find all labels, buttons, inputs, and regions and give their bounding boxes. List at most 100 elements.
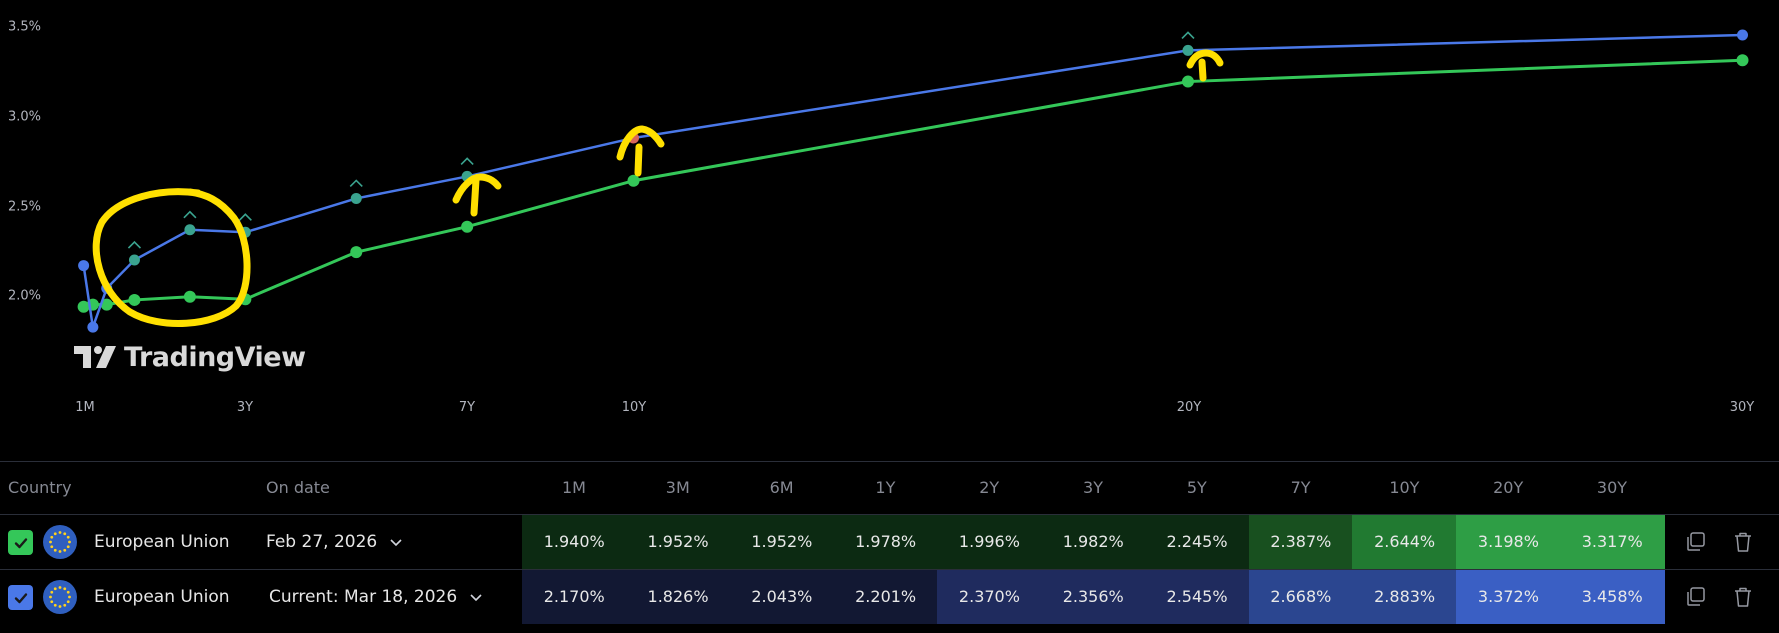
annotation-arrow-10y	[616, 125, 665, 177]
yield-cell: 1.978%	[833, 515, 938, 569]
y-tick-label: 3.5%	[8, 19, 42, 35]
header-tenor[interactable]: 3M	[665, 478, 690, 497]
yield-cell: 3.372%	[1456, 570, 1561, 624]
yield-cell: 2.043%	[729, 570, 835, 624]
up-caret-icon	[1181, 31, 1195, 39]
divider	[0, 514, 1779, 515]
up-caret-icon	[460, 157, 474, 165]
copy-icon[interactable]	[1684, 585, 1708, 609]
header-tenor[interactable]: 20Y	[1493, 478, 1524, 497]
data-point[interactable]	[627, 174, 640, 187]
annotation-circle	[92, 188, 251, 327]
table-row: European Union Current: Mar 18, 2026 2.1…	[0, 570, 1779, 624]
data-point[interactable]	[183, 290, 196, 303]
yield-cell: 1.940%	[522, 515, 627, 569]
header-tenor[interactable]: 30Y	[1596, 478, 1628, 497]
checkmark-icon	[14, 592, 27, 603]
data-point[interactable]	[78, 260, 90, 272]
data-point[interactable]	[87, 321, 99, 333]
divider	[0, 569, 1779, 570]
data-point[interactable]	[184, 224, 196, 236]
header-tenor[interactable]: 1Y	[875, 478, 896, 497]
country-name: European Union	[94, 532, 230, 552]
yield-cell: 2.245%	[1144, 515, 1250, 569]
row-visibility-checkbox[interactable]	[8, 585, 33, 610]
yield-cell: 2.387%	[1248, 515, 1354, 569]
country-name: European Union	[94, 587, 230, 607]
up-caret-icon	[238, 213, 252, 221]
yield-cell: 2.644%	[1352, 515, 1457, 569]
data-point[interactable]	[1182, 44, 1194, 56]
yield-cell: 2.370%	[937, 570, 1042, 624]
header-tenor[interactable]: 1M	[562, 478, 586, 497]
x-tick-label: 30Y	[1729, 400, 1755, 415]
yield-cell: 3.458%	[1560, 570, 1665, 624]
y-tick-label: 2.0%	[8, 288, 42, 304]
yield-cell: 2.668%	[1248, 570, 1354, 624]
yield-cell: 2.201%	[833, 570, 938, 624]
yield-curve-chart[interactable]	[0, 0, 1779, 460]
yield-cell: 1.982%	[1041, 515, 1146, 569]
trash-icon[interactable]	[1731, 530, 1755, 554]
data-point[interactable]	[1182, 75, 1194, 88]
table-row: European Union Feb 27, 2026 1.940% 1.952%…	[0, 515, 1779, 569]
header-tenor[interactable]: 6M	[769, 478, 794, 497]
yield-cell: 1.952%	[729, 515, 835, 569]
eu-flag-icon	[43, 580, 77, 614]
header-tenor[interactable]: 7Y	[1290, 478, 1311, 497]
eu-flag-icon	[43, 525, 77, 559]
x-tick-label: 10Y	[621, 400, 647, 415]
chevron-down-icon	[470, 594, 482, 602]
yield-cell: 3.317%	[1560, 515, 1665, 569]
data-point[interactable]	[77, 300, 90, 313]
x-tick-label: 20Y	[1176, 400, 1202, 415]
divider	[0, 461, 1779, 462]
data-point[interactable]	[1737, 29, 1748, 41]
tradingview-wordmark: TradingView	[124, 341, 306, 373]
up-caret-icon	[183, 210, 197, 219]
header-tenor[interactable]: 2Y	[979, 478, 1000, 497]
row-visibility-checkbox[interactable]	[8, 530, 33, 555]
date-value: Feb 27, 2026	[266, 532, 378, 552]
data-point[interactable]	[100, 298, 113, 311]
x-tick-label: 7Y	[458, 400, 476, 415]
checkmark-icon	[14, 537, 27, 548]
yield-cell: 1.826%	[625, 570, 731, 624]
date-selector[interactable]: Current: Mar 18, 2026	[269, 570, 483, 624]
yield-cell: 2.356%	[1041, 570, 1146, 624]
annotation-arrow-20y	[1186, 49, 1224, 82]
yellow-annotations	[92, 49, 1224, 327]
yield-cell: 2.170%	[522, 570, 627, 624]
data-point[interactable]	[1736, 54, 1749, 67]
header-tenor[interactable]: 10Y	[1389, 478, 1420, 497]
data-point[interactable]	[350, 192, 362, 204]
header-on-date: On date	[266, 478, 330, 497]
x-tick-label: 3Y	[236, 400, 254, 415]
yield-cell: 3.198%	[1456, 515, 1561, 569]
x-tick-label: 1M	[75, 400, 95, 415]
up-caret-icon	[127, 240, 142, 249]
header-country: Country	[8, 478, 72, 497]
tradingview-logo-icon	[74, 346, 116, 368]
data-point[interactable]	[350, 246, 363, 259]
date-value: Current: Mar 18, 2026	[269, 587, 458, 607]
series-current-line	[78, 29, 1748, 333]
tradingview-logo[interactable]: TradingView	[74, 341, 306, 373]
header-tenor[interactable]: 3Y	[1083, 478, 1103, 497]
data-point[interactable]	[128, 254, 140, 266]
data-point[interactable]	[128, 293, 141, 306]
yield-cell: 1.952%	[625, 515, 731, 569]
y-tick-label: 2.5%	[8, 199, 42, 215]
yield-cell: 2.883%	[1352, 570, 1457, 624]
y-tick-label: 3.0%	[8, 109, 42, 125]
header-tenor[interactable]: 5Y	[1186, 478, 1207, 497]
trash-icon[interactable]	[1731, 585, 1755, 609]
yield-cell: 2.545%	[1144, 570, 1250, 624]
chevron-down-icon	[390, 539, 402, 547]
data-point[interactable]	[461, 220, 474, 233]
copy-icon[interactable]	[1684, 530, 1708, 554]
annotation-arrow-7y	[452, 173, 502, 217]
date-selector[interactable]: Feb 27, 2026	[266, 515, 403, 569]
up-caret-icon	[349, 179, 363, 188]
yield-cell: 1.996%	[937, 515, 1042, 569]
